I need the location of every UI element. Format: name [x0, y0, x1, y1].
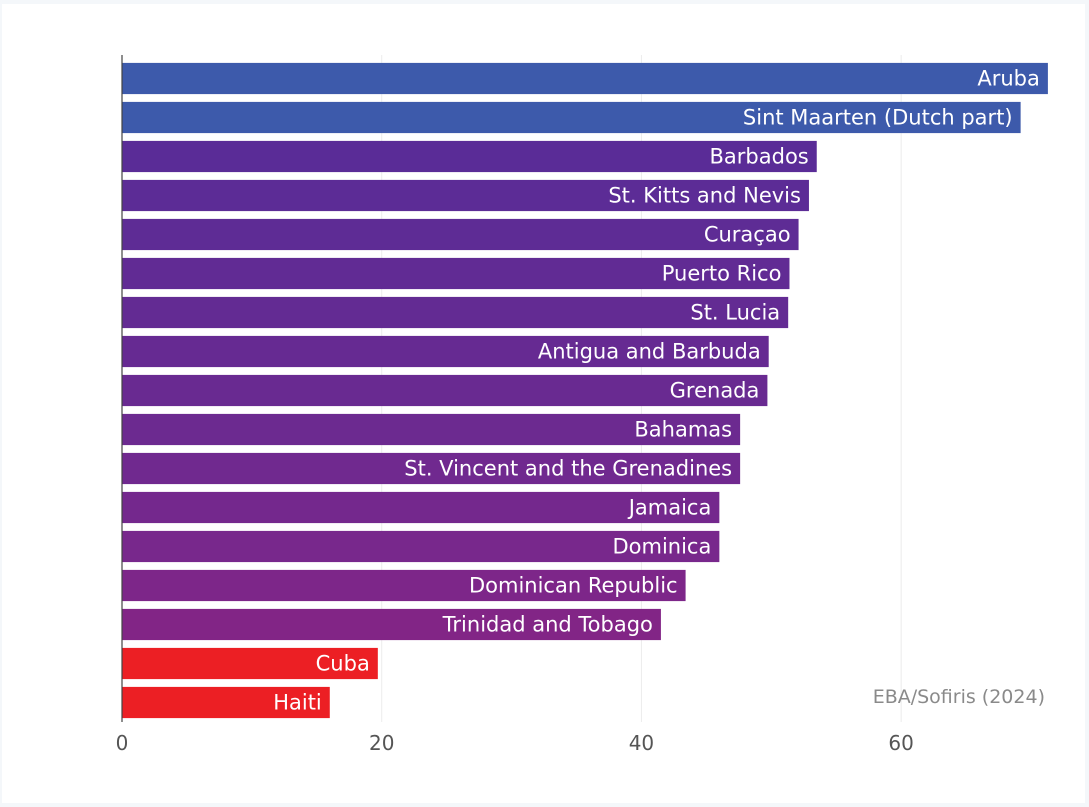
source-note: EBA/Sofiris (2024) [873, 686, 1045, 708]
x-tick-label-60: 60 [888, 731, 913, 755]
bar-st-lucia[interactable] [122, 296, 789, 329]
bar-dominica[interactable] [122, 530, 720, 563]
bar-barbados[interactable] [122, 140, 817, 173]
bar-label-dominica: Dominica [612, 535, 711, 559]
bar-label-cuba: Cuba [316, 652, 370, 676]
bar-label-barbados: Barbados [710, 145, 809, 169]
bar-label-trinidad-and-tobago: Trinidad and Tobago [442, 613, 653, 637]
bar-aruba[interactable] [122, 62, 1048, 95]
bar-jamaica[interactable] [122, 491, 720, 524]
bar-dominican-republic[interactable] [122, 569, 686, 602]
bar-antigua-and-barbuda[interactable] [122, 335, 769, 368]
bar-st-vincent-and-the-grenadines[interactable] [122, 452, 741, 485]
bar-label-dominican-republic: Dominican Republic [469, 574, 678, 598]
axes: 0 20 40 60 [116, 55, 914, 755]
bar-label-sint-maarten-dutch-part: Sint Maarten (Dutch part) [743, 106, 1013, 130]
bar-label-aruba: Aruba [977, 67, 1040, 91]
bar-cura-ao[interactable] [122, 218, 799, 251]
bar-label-puerto-rico: Puerto Rico [662, 262, 782, 286]
chart-container: Aruba Sint Maarten (Dutch part) Barbados St… [2, 4, 1085, 803]
bar-bahamas[interactable] [122, 413, 741, 446]
bars: Aruba Sint Maarten (Dutch part) Barbados St… [122, 62, 1048, 719]
x-tick-label-20: 20 [369, 731, 394, 755]
bar-label-st-vincent-and-the-grenadines: St. Vincent and the Grenadines [404, 457, 732, 481]
bar-label-bahamas: Bahamas [634, 418, 732, 442]
bar-label-st-kitts-and-nevis: St. Kitts and Nevis [608, 184, 801, 208]
bar-grenada[interactable] [122, 374, 768, 407]
bar-puerto-rico[interactable] [122, 257, 790, 290]
bar-label-grenada: Grenada [670, 379, 760, 403]
x-tick-label-40: 40 [629, 731, 654, 755]
bar-label-antigua-and-barbuda: Antigua and Barbuda [538, 340, 761, 364]
bar-label-jamaica: Jamaica [627, 496, 712, 520]
bar-chart: Aruba Sint Maarten (Dutch part) Barbados St… [116, 55, 1048, 755]
bar-haiti[interactable] [122, 686, 330, 719]
bar-label-st-lucia: St. Lucia [690, 301, 780, 325]
bar-cuba[interactable] [122, 647, 378, 680]
bar-label-cura-ao: Curaçao [704, 223, 791, 247]
bar-trinidad-and-tobago[interactable] [122, 608, 661, 641]
bar-label-haiti: Haiti [273, 691, 322, 715]
x-tick-label-0: 0 [116, 731, 129, 755]
bar-sint-maarten-dutch-part[interactable] [122, 101, 1021, 134]
bar-st-kitts-and-nevis[interactable] [122, 179, 809, 212]
